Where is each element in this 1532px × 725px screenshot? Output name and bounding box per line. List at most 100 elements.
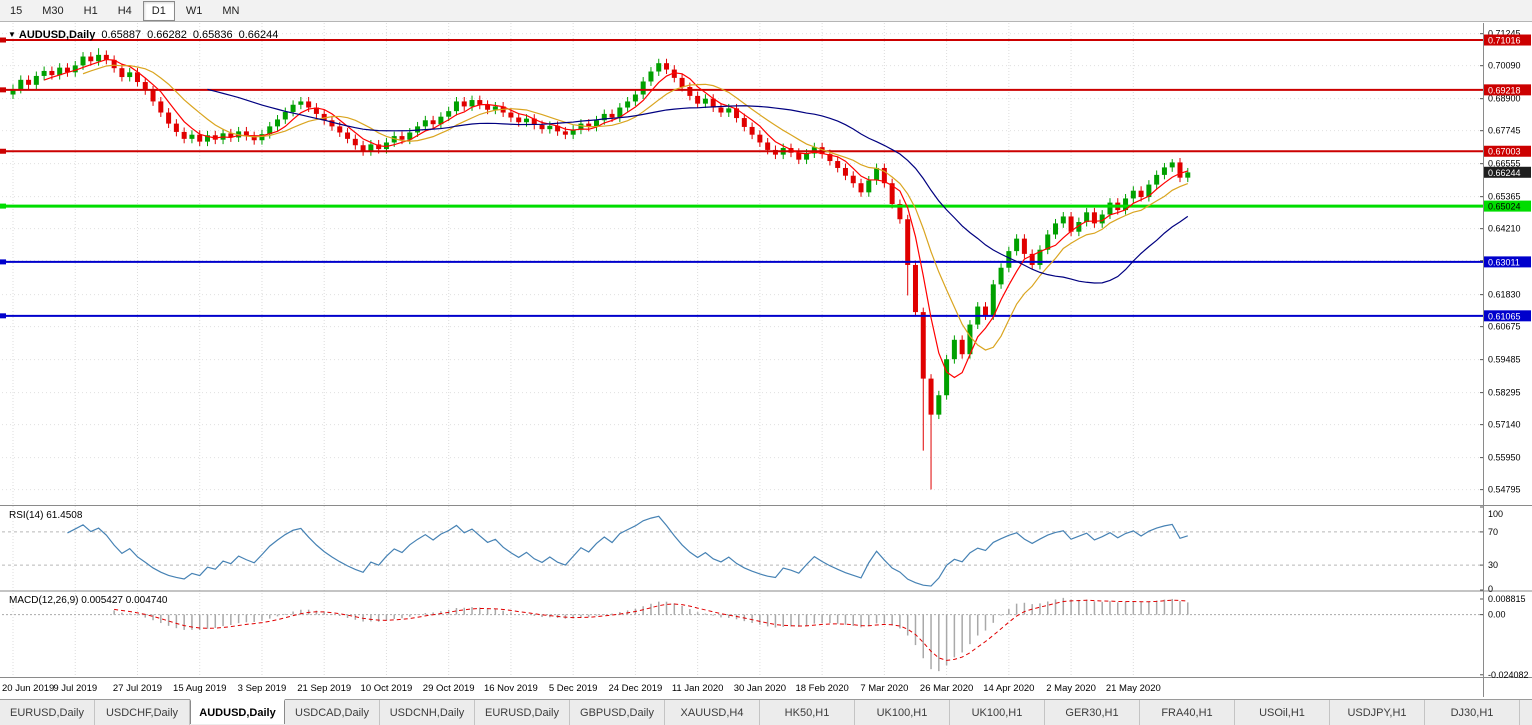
date-tick-label: 26 Mar 2020 xyxy=(920,683,973,694)
timeframe-button-M30[interactable]: M30 xyxy=(42,4,64,17)
moving-average-lines xyxy=(43,58,1189,379)
chart-tab-dj30-h1[interactable]: DJ30,H1 xyxy=(1425,700,1520,725)
chart-tab-bar: EURUSD,Daily USDCHF,Daily AUDUSD,Daily USDC… xyxy=(0,699,1532,725)
price-tick-label: 0.54795 xyxy=(1488,485,1521,495)
date-tick-label: 11 Jan 2020 xyxy=(672,683,724,694)
level-price-badge xyxy=(1484,145,1531,157)
timeframe-button-MN[interactable]: MN xyxy=(222,4,240,17)
chart-tab-audusd-daily[interactable]: AUDUSD,Daily xyxy=(190,699,285,724)
quote-close: 0.66244 xyxy=(238,29,279,41)
quote-open: 0.65887 xyxy=(101,29,142,41)
price-tick-label: 0.67745 xyxy=(1488,126,1521,136)
macd-indicator-label: MACD(12,26,9) 0.005427 0.004740 xyxy=(9,595,168,606)
date-tick-label: 3 Sep 2019 xyxy=(238,683,287,694)
candles-layer xyxy=(10,48,1191,490)
macd-axis-label: 0.008815 xyxy=(1488,594,1526,604)
date-tick-label: 24 Dec 2019 xyxy=(608,683,662,694)
macd-signal-line xyxy=(114,599,1188,661)
chart-tab-ger30-h1[interactable]: GER30,H1 xyxy=(1045,700,1140,725)
ma-line-5 xyxy=(43,58,1188,379)
price-tick-label: 0.55950 xyxy=(1488,453,1521,463)
price-tick-label: 0.68900 xyxy=(1488,94,1521,104)
price-tick-label: 0.70090 xyxy=(1488,61,1521,71)
rsi-axis-label: 100 xyxy=(1488,509,1503,519)
date-tick-label: 16 Nov 2019 xyxy=(484,683,538,694)
quote-line: ▼ AUDUSD,Daily 0.65887 0.66282 0.65836 0.6624… xyxy=(8,29,278,41)
quote-symbol: AUDUSD,Daily xyxy=(18,29,96,41)
timeframe-button-H4[interactable]: H4 xyxy=(117,4,132,17)
chart-tab-usdcnh-daily[interactable]: USDCNH,Daily xyxy=(380,700,475,725)
svg-text:0.65024: 0.65024 xyxy=(1488,202,1521,212)
quote-high: 0.66282 xyxy=(147,29,187,41)
svg-text:0.66244: 0.66244 xyxy=(1488,168,1521,178)
chart-tab-hk50-h1[interactable]: HK50,H1 xyxy=(760,700,855,725)
time-axis[interactable]: 20 Jun 2019 9 Jul 2019 27 Jul 2019 15 Aug 2… xyxy=(2,683,1161,694)
level-price-badge xyxy=(1484,310,1531,322)
level-price-badge xyxy=(1484,84,1531,96)
symbol-dropdown-icon[interactable]: ▼ xyxy=(8,30,16,39)
price-tick-label: 0.57140 xyxy=(1488,420,1521,430)
svg-text:0.71016: 0.71016 xyxy=(1488,36,1521,46)
svg-text:0.69218: 0.69218 xyxy=(1488,85,1521,95)
date-tick-label: 21 Sep 2019 xyxy=(297,683,351,694)
chart-tab-gbpusd-daily[interactable]: GBPUSD,Daily xyxy=(570,700,665,725)
price-tick-label: 0.66555 xyxy=(1488,159,1521,169)
price-tick-label: 0.64210 xyxy=(1488,224,1521,234)
chart-tab-xauusd-h4[interactable]: XAUUSD,H4 xyxy=(665,700,760,725)
date-tick-label: 21 May 2020 xyxy=(1106,683,1161,694)
date-tick-label: 15 Aug 2019 xyxy=(173,683,226,694)
chart-tab-usdjpy-h1[interactable]: USDJPY,H1 xyxy=(1330,700,1425,725)
price-tick-label: 0.61830 xyxy=(1488,290,1521,300)
date-tick-label: 29 Oct 2019 xyxy=(423,683,475,694)
chart-tab-eurusd-daily[interactable]: EURUSD,Daily xyxy=(475,700,570,725)
date-tick-label: 30 Jan 2020 xyxy=(734,683,786,694)
rsi-axis-label: 30 xyxy=(1488,560,1498,570)
date-tick-label: 18 Feb 2020 xyxy=(795,683,848,694)
panel-separators xyxy=(0,23,1532,697)
date-tick-label: 10 Oct 2019 xyxy=(361,683,413,694)
rsi-axis-label: 70 xyxy=(1488,527,1498,537)
macd-panel xyxy=(2,597,1483,672)
price-tick-label: 0.71245 xyxy=(1488,29,1521,39)
price-tick-label: 0.60675 xyxy=(1488,322,1521,332)
date-tick-label: 7 Mar 2020 xyxy=(860,683,908,694)
price-tick-label: 0.59485 xyxy=(1488,355,1521,365)
level-price-badge xyxy=(1484,34,1531,46)
svg-text:0.67003: 0.67003 xyxy=(1488,147,1521,157)
price-tick-label: 0.58295 xyxy=(1488,388,1521,398)
chart-tab-uk100-h1[interactable]: UK100,H1 xyxy=(855,700,950,725)
horizontal-level-lines[interactable] xyxy=(0,37,1483,319)
level-price-badge xyxy=(1484,256,1531,268)
rsi-axis-label: 0 xyxy=(1488,584,1493,594)
rsi-line xyxy=(67,515,1188,587)
chart-tab-usdcad-daily[interactable]: USDCAD,Daily xyxy=(285,700,380,725)
macd-axis-label: 0.00 xyxy=(1488,610,1506,620)
price-tick-label: 0.65365 xyxy=(1488,192,1521,202)
timeframe-button-H1[interactable]: H1 xyxy=(83,4,98,17)
date-tick-label: 5 Dec 2019 xyxy=(549,683,598,694)
timeframe-button-15[interactable]: 15 xyxy=(10,4,23,17)
date-tick-label: 27 Jul 2019 xyxy=(113,683,162,694)
date-tick-label: 9 Jul 2019 xyxy=(53,683,97,694)
chart-tab-uk100-h1[interactable]: UK100,H1 xyxy=(950,700,1045,725)
ma-line-26 xyxy=(207,88,1189,284)
timeframe-toolbar: 15 M30 H1 H4 D1 W1 MN xyxy=(0,0,1532,22)
rsi-panel xyxy=(2,515,1483,587)
chart-tab-usoil-h1[interactable]: USOil,H1 xyxy=(1235,700,1330,725)
date-tick-label: 20 Jun 2019 xyxy=(2,683,54,694)
chart-tab-usdchf-daily[interactable]: USDCHF,Daily xyxy=(95,700,190,725)
quote-low: 0.65836 xyxy=(192,29,233,41)
ma-line-10 xyxy=(82,64,1188,351)
current-price-badge xyxy=(1484,166,1531,178)
chart-tab-eurusd-daily[interactable]: EURUSD,Daily xyxy=(0,700,95,725)
timeframe-button-D1[interactable]: D1 xyxy=(142,0,175,21)
price-axis[interactable]: 0.71245 0.70090 0.68900 0.67745 0.66555 0.653… xyxy=(1480,29,1531,680)
svg-text:0.63011: 0.63011 xyxy=(1488,257,1520,267)
chart-tab-fra40-h1[interactable]: FRA40,H1 xyxy=(1140,700,1235,725)
svg-text:0.61065: 0.61065 xyxy=(1488,311,1521,321)
level-price-badge xyxy=(1484,200,1531,212)
timeframe-button-W1[interactable]: W1 xyxy=(185,4,203,17)
tab-bar-filler xyxy=(1520,700,1532,725)
